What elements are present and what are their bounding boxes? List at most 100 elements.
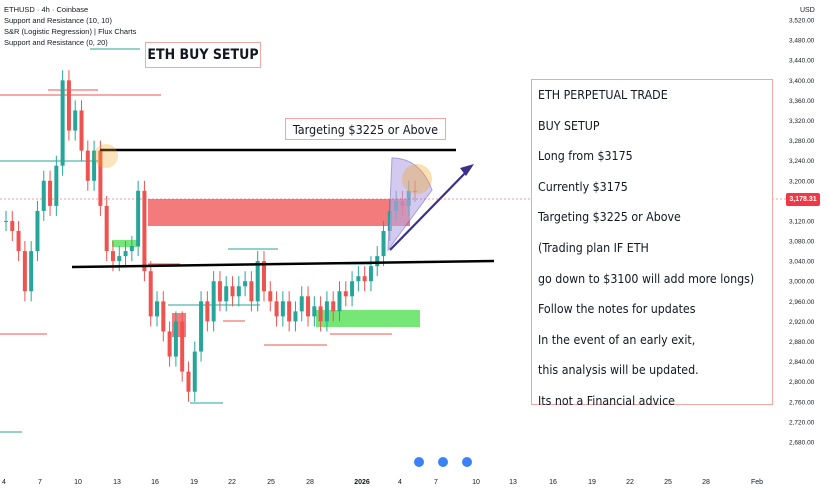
event-flag-icon[interactable] <box>462 457 472 467</box>
candle-body <box>110 251 115 262</box>
candle-body <box>10 220 15 231</box>
x-tick-label: 7 <box>38 479 42 486</box>
y-tick-label: 3,080.00 <box>789 239 815 246</box>
candle-body <box>343 291 348 297</box>
y-tick-label: 3,000.00 <box>789 279 815 286</box>
event-flag-icon[interactable] <box>414 457 424 467</box>
entry-highlight-circle <box>402 164 432 194</box>
candle-body <box>29 251 34 292</box>
y-tick-label: 2,680.00 <box>789 439 815 446</box>
y-tick-label: 3,480.00 <box>789 38 815 45</box>
setup-title-annotation[interactable]: ETH BUY SETUP <box>145 42 261 68</box>
note-line: Currently $3175 <box>538 179 628 194</box>
x-tick-label: 4 <box>398 479 402 486</box>
symbol-title[interactable]: ETHUSD · 4h · Coinbase <box>4 5 89 14</box>
target-cone <box>387 157 433 252</box>
x-tick-label: 16 <box>151 479 159 486</box>
candle-body <box>331 301 336 312</box>
note-line: ETH PERPETUAL TRADE <box>538 88 668 102</box>
trade-arrow-head <box>460 164 474 176</box>
x-tick-label: 16 <box>549 479 557 486</box>
candle-body <box>16 231 21 252</box>
rejection-highlight-circle <box>94 144 118 168</box>
candle-body <box>85 150 90 181</box>
candle-body <box>148 271 153 317</box>
candle-body <box>129 246 134 252</box>
note-line: Its not a Financial advice <box>538 393 675 408</box>
support-trendline[interactable] <box>71 259 495 269</box>
candle-body <box>92 150 97 181</box>
x-tick-label: 25 <box>664 479 672 486</box>
note-line: Follow the notes for updates <box>538 302 696 317</box>
y-tick-label: 3,520.00 <box>789 18 815 25</box>
indicator-sr-0-20[interactable]: Support and Resistance (0, 20) <box>4 38 108 47</box>
candle-body <box>293 311 298 322</box>
candle-body <box>318 306 323 322</box>
candle-body <box>299 296 304 312</box>
candle-body <box>22 251 27 292</box>
x-tick-label: 25 <box>267 479 275 486</box>
y-tick-label: 2,840.00 <box>789 359 815 366</box>
resistance-zone <box>148 199 410 226</box>
candle-body <box>180 321 185 372</box>
candle-body <box>186 371 191 392</box>
candle-body <box>167 331 172 357</box>
candle-body <box>217 281 222 302</box>
candle-body <box>98 150 103 206</box>
candle-body <box>161 301 166 332</box>
candle-body <box>136 190 141 247</box>
candle-body <box>4 220 8 222</box>
candle-body <box>230 286 235 297</box>
y-tick-label: 3,120.00 <box>789 218 815 225</box>
x-tick-label: 4 <box>2 479 6 486</box>
x-tick-label: 13 <box>113 479 121 486</box>
x-tick-label: 22 <box>228 479 236 486</box>
candle-body <box>249 281 254 302</box>
candle-body <box>35 210 40 252</box>
candle-body <box>306 296 311 317</box>
y-tick-label: 3,400.00 <box>789 78 815 85</box>
y-axis-unit: USD <box>800 7 815 14</box>
candle-body <box>199 301 204 352</box>
candle-body <box>274 301 279 317</box>
note-line: Targeting $3225 or Above <box>538 210 681 225</box>
candle-body <box>205 301 210 322</box>
y-tick-label: 3,440.00 <box>789 58 815 65</box>
y-tick-label: 3,240.00 <box>789 158 815 165</box>
x-tick-label: 28 <box>702 479 710 486</box>
candle-body <box>48 180 53 206</box>
y-tick-label: 2,960.00 <box>789 299 815 306</box>
x-tick-label: 13 <box>509 479 517 486</box>
note-line: In the event of an early exit, <box>538 332 696 347</box>
y-tick-label: 2,720.00 <box>789 419 815 426</box>
support-zone <box>316 310 420 327</box>
current-price-tag: 3,178.31 <box>786 193 820 206</box>
x-tick-label: 19 <box>588 479 596 486</box>
x-tick-label: Feb <box>751 479 763 486</box>
candle-body <box>41 180 46 211</box>
candle-body <box>268 291 273 302</box>
candle-body <box>261 261 266 292</box>
event-flag-icon[interactable] <box>438 457 448 467</box>
candle-body <box>356 276 361 282</box>
note-line: (Trading plan IF ETH <box>538 240 649 255</box>
y-tick-label: 2,880.00 <box>789 339 815 346</box>
candle-body <box>287 301 292 322</box>
y-tick-label: 2,760.00 <box>789 399 815 406</box>
trade-notes-box[interactable]: ETH PERPETUAL TRADE BUY SETUP Long from … <box>531 79 773 408</box>
indicator-sr-logistic[interactable]: S&R (Logistic Regression) | Flux Charts <box>4 27 137 36</box>
x-tick-label: 22 <box>626 479 634 486</box>
candle-body <box>375 256 380 267</box>
candle-body <box>337 291 342 312</box>
candle-body <box>155 301 160 317</box>
candle-body <box>350 281 355 297</box>
x-tick-label: 7 <box>434 479 438 486</box>
candle-body <box>60 80 65 166</box>
candle-body <box>79 110 84 151</box>
candle-body <box>236 286 241 297</box>
y-tick-label: 3,200.00 <box>789 178 815 185</box>
candle-body <box>381 231 386 257</box>
indicator-sr-10[interactable]: Support and Resistance (10, 10) <box>4 16 112 25</box>
target-annotation[interactable]: Targeting $3225 or Above <box>285 118 446 140</box>
